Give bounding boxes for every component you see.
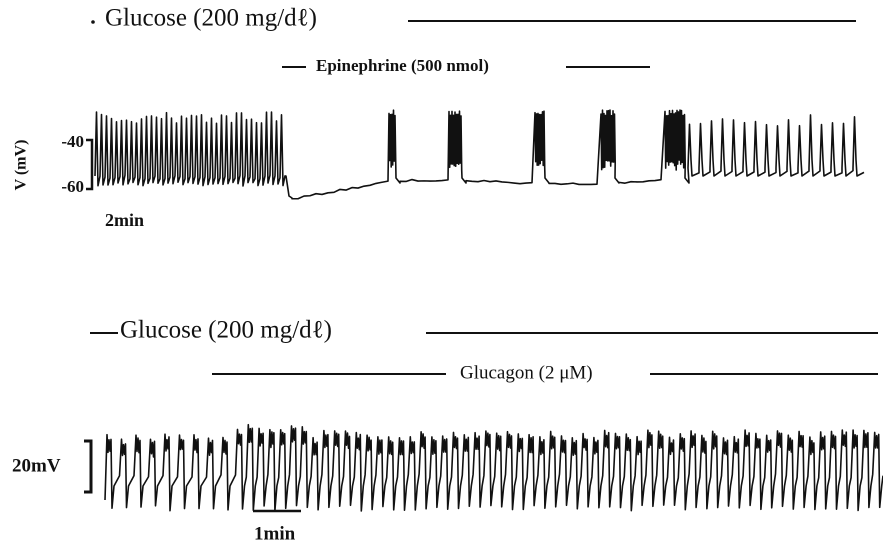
- voltage-trace: [104, 423, 883, 512]
- glucose-label: Glucose (200 mg/dℓ): [105, 5, 317, 32]
- time-scale: 1min: [254, 523, 296, 544]
- voltage-scale: 20mV: [12, 455, 61, 476]
- voltage-trace: [94, 109, 865, 200]
- scale-bracket: [86, 138, 94, 191]
- glucose-label: Glucose (200 mg/dℓ): [120, 317, 332, 344]
- bullet: [91, 20, 95, 24]
- scale-bracket: [84, 439, 93, 494]
- drug-label: Glucagon (2 μM): [460, 362, 593, 383]
- y-axis-label: V (mV): [13, 140, 30, 191]
- drug-label: Epinephrine (500 nmol): [316, 56, 489, 75]
- tick-label: -40: [61, 132, 84, 151]
- tick-label: -60: [61, 177, 84, 196]
- time-scale: 2min: [105, 210, 144, 230]
